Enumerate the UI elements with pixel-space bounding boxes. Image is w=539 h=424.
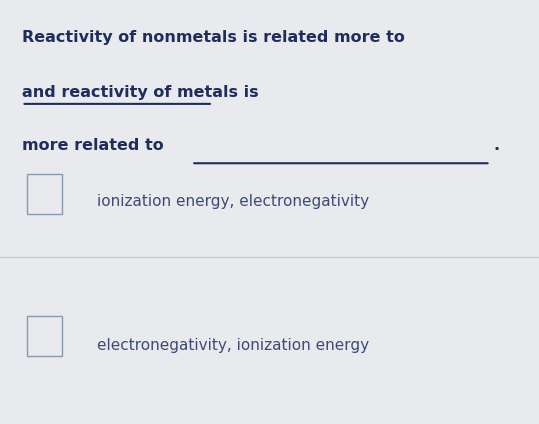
- FancyBboxPatch shape: [27, 174, 62, 214]
- FancyBboxPatch shape: [27, 316, 62, 356]
- Text: Reactivity of nonmetals is related more to: Reactivity of nonmetals is related more …: [22, 30, 404, 45]
- Text: ionization energy, electronegativity: ionization energy, electronegativity: [97, 194, 369, 209]
- Text: .: .: [493, 138, 499, 153]
- Text: electronegativity, ionization energy: electronegativity, ionization energy: [97, 338, 369, 353]
- Text: more related to: more related to: [22, 138, 163, 153]
- Text: and reactivity of metals is: and reactivity of metals is: [22, 85, 258, 100]
